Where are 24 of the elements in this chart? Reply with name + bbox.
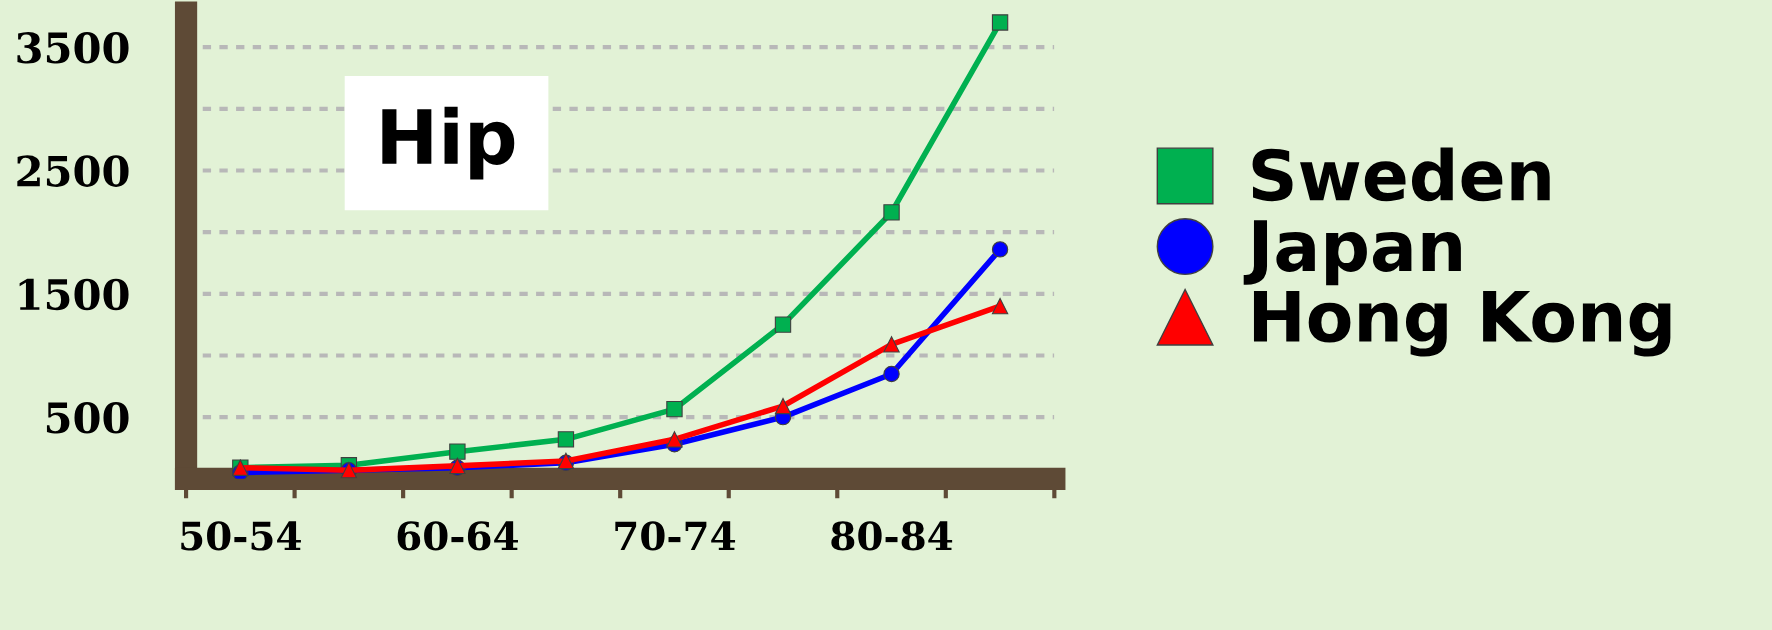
x-tick-label: 80-84	[831, 521, 953, 551]
y-tick-label: 1500	[19, 278, 129, 311]
point	[774, 316, 792, 333]
legend-label: Japan	[1243, 220, 1461, 286]
point	[666, 431, 683, 448]
point	[557, 431, 575, 448]
y-tick-label: 2500	[17, 155, 129, 187]
point	[883, 204, 900, 221]
point	[991, 297, 1009, 315]
y-tick-label: 500	[46, 402, 129, 434]
x-tick-label: 60-64	[397, 521, 518, 551]
point	[991, 241, 1009, 258]
x-tick-label: 70-74	[615, 521, 736, 551]
legend-label: Sweden	[1252, 147, 1550, 202]
legend-label: Hong Kong	[1253, 290, 1671, 357]
point	[666, 400, 683, 418]
x-tick-label: 50-54	[181, 521, 301, 551]
point	[883, 365, 900, 383]
point	[774, 397, 792, 415]
point	[883, 336, 900, 353]
point	[449, 443, 466, 460]
y-tick-label: 3500	[17, 32, 129, 64]
annotation: Hip	[382, 106, 515, 180]
point	[991, 14, 1009, 31]
